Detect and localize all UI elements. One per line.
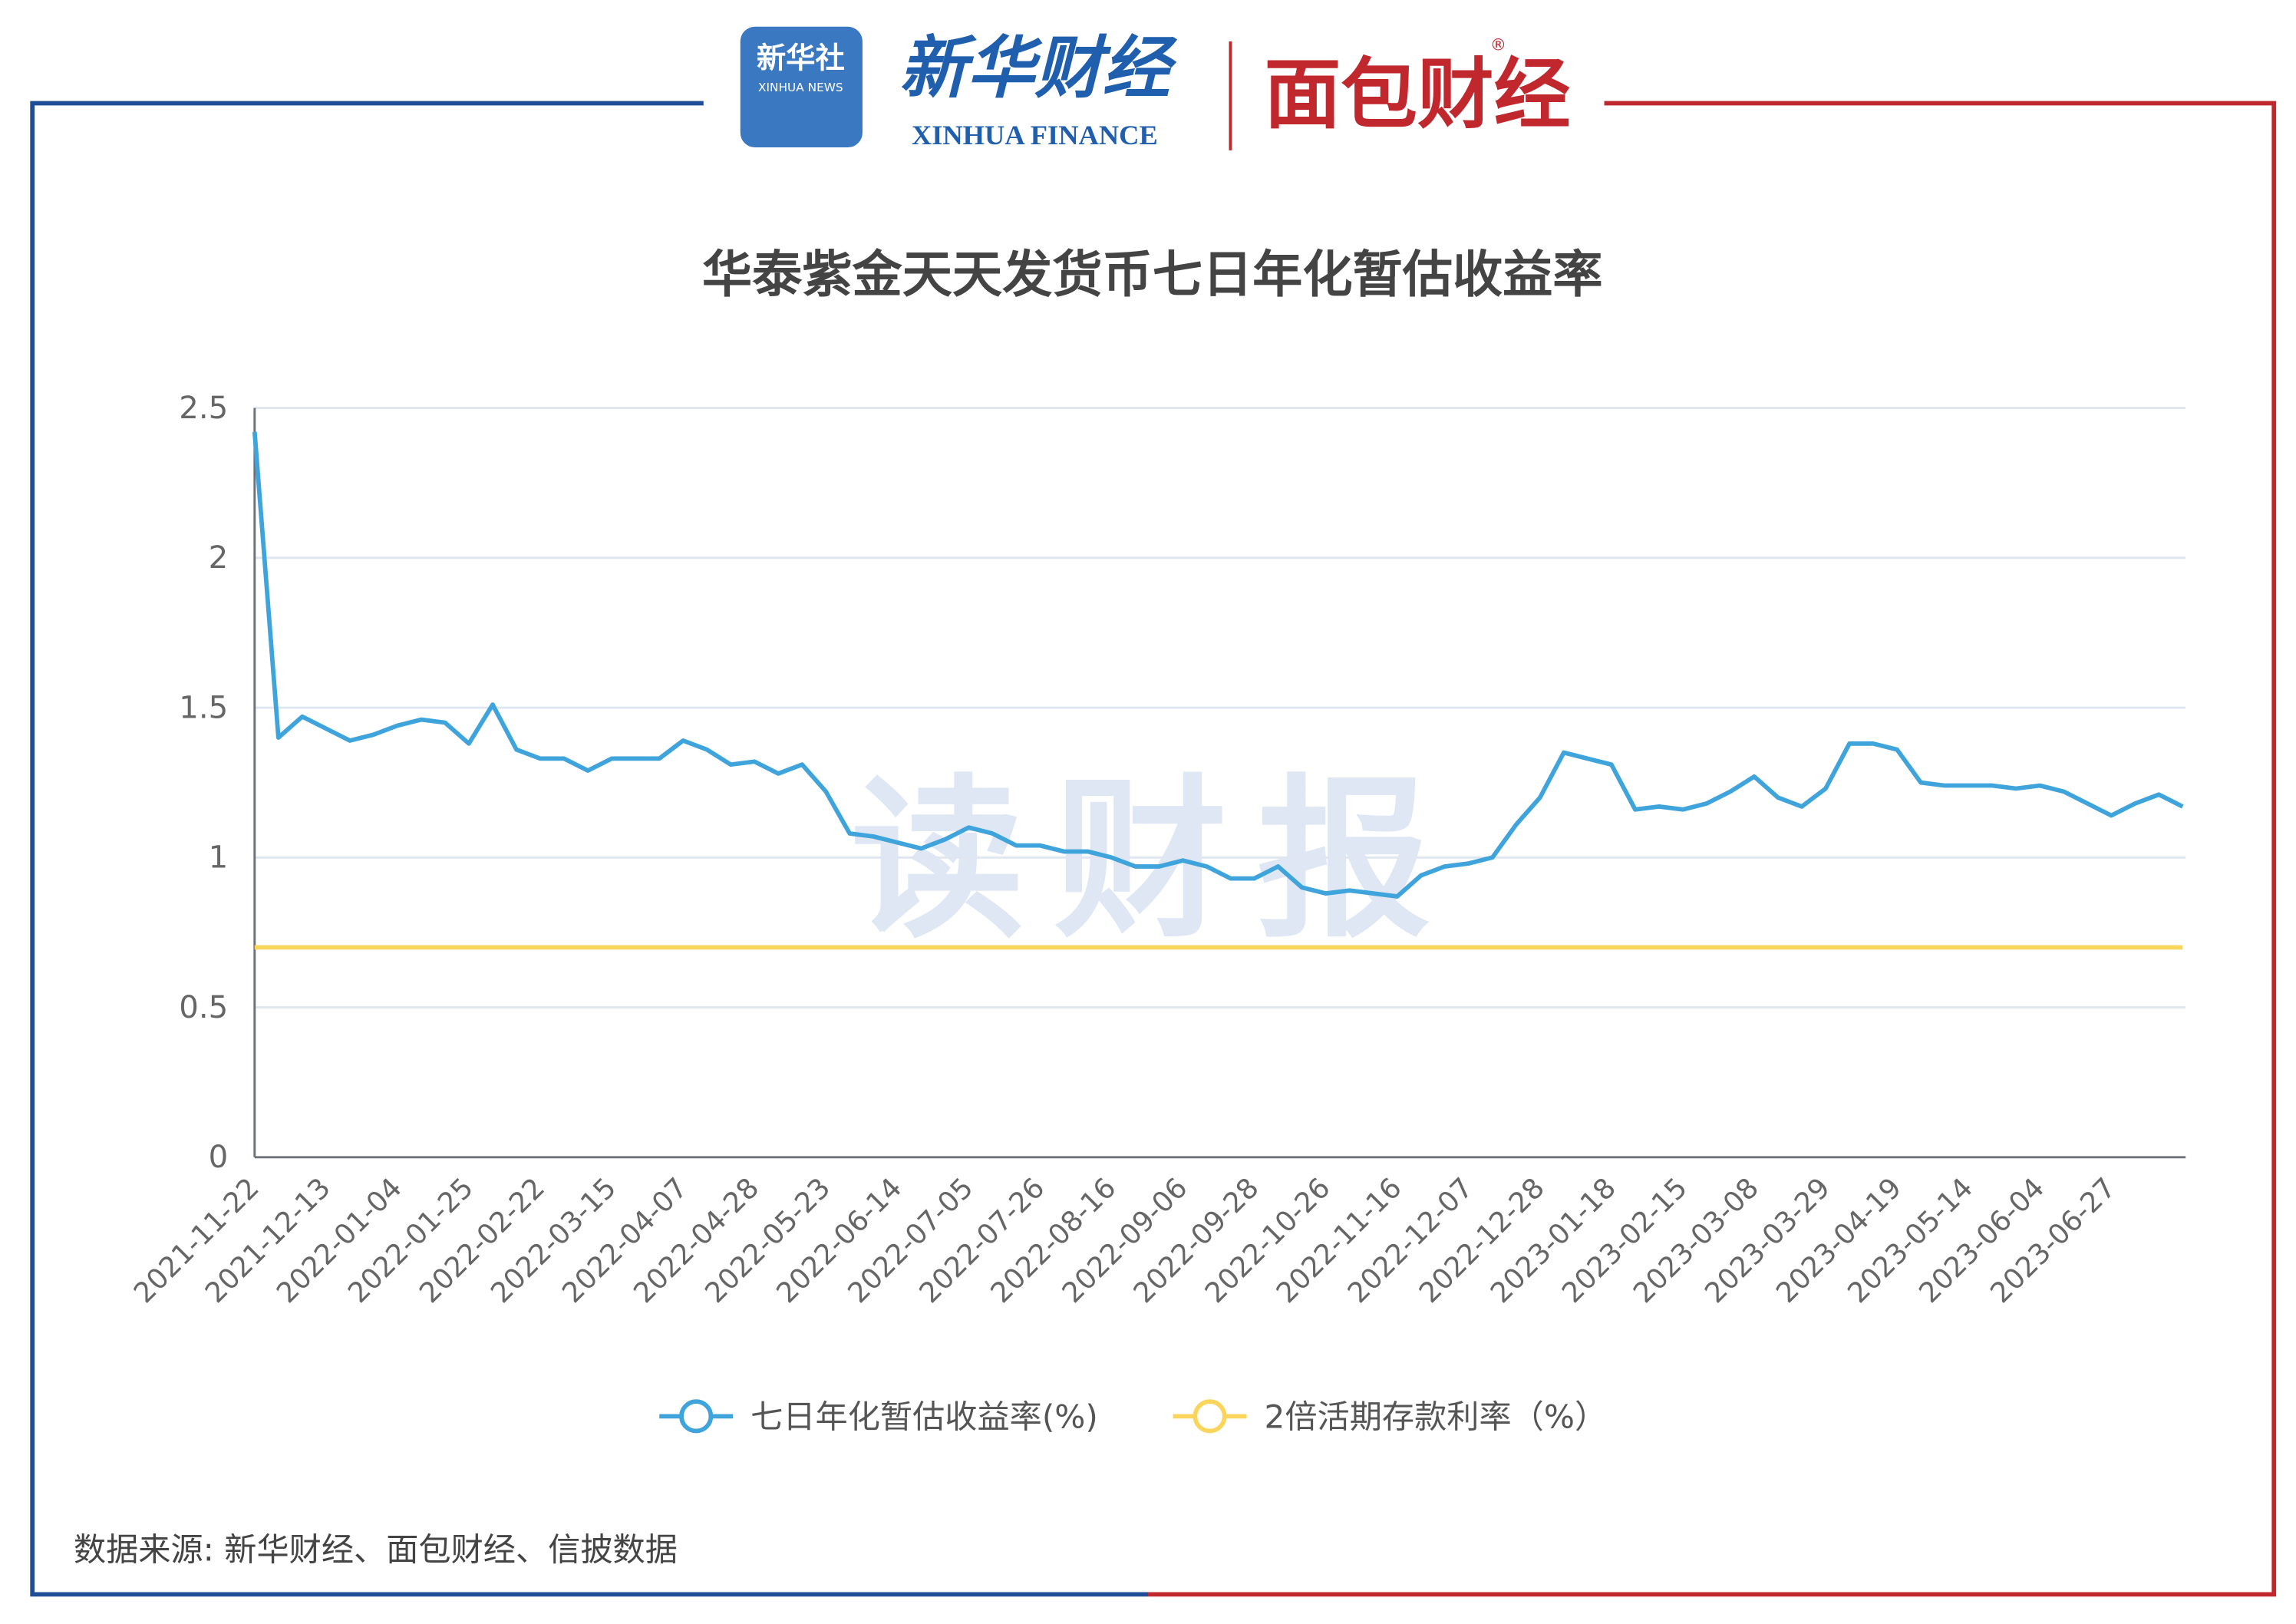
series-line [252,431,2184,899]
frame-right [1148,101,2277,1597]
legend-marker [679,1399,714,1434]
y-tick-label: 0.5 [179,990,228,1025]
frame-left [30,101,1148,1597]
y-tick-label: 2 [209,540,229,576]
y-tick-label: 0 [209,1140,229,1175]
finance-logo: 新华财经 [899,28,1178,107]
mianbao-logo: 面包财经 [1265,50,1571,140]
xinhua-logo-en: XINHUA NEWS [758,81,843,94]
y-tick-label: 2.5 [179,391,228,426]
y-tick-label: 1.5 [179,690,228,725]
watermark: 读财报 [851,760,1460,962]
legend-marker [1193,1399,1227,1434]
y-tick-label: 1 [209,840,229,876]
xinhua-logo-box [740,26,863,148]
finance-logo-en: XINHUA FINANCE [912,120,1158,150]
legend-label: 2倍活期存款利率（%） [1265,1398,1608,1436]
legend-label: 七日年化暂估收益率(%) [750,1398,1098,1436]
registered-mark: ® [1490,35,1506,54]
source-note: 数据来源: 新华财经、面包财经、信披数据 [74,1530,678,1568]
xinhua-logo: 新华社 [757,41,845,75]
chart-title: 华泰紫金天天发货币七日年化暂估收益率 [702,246,1603,304]
